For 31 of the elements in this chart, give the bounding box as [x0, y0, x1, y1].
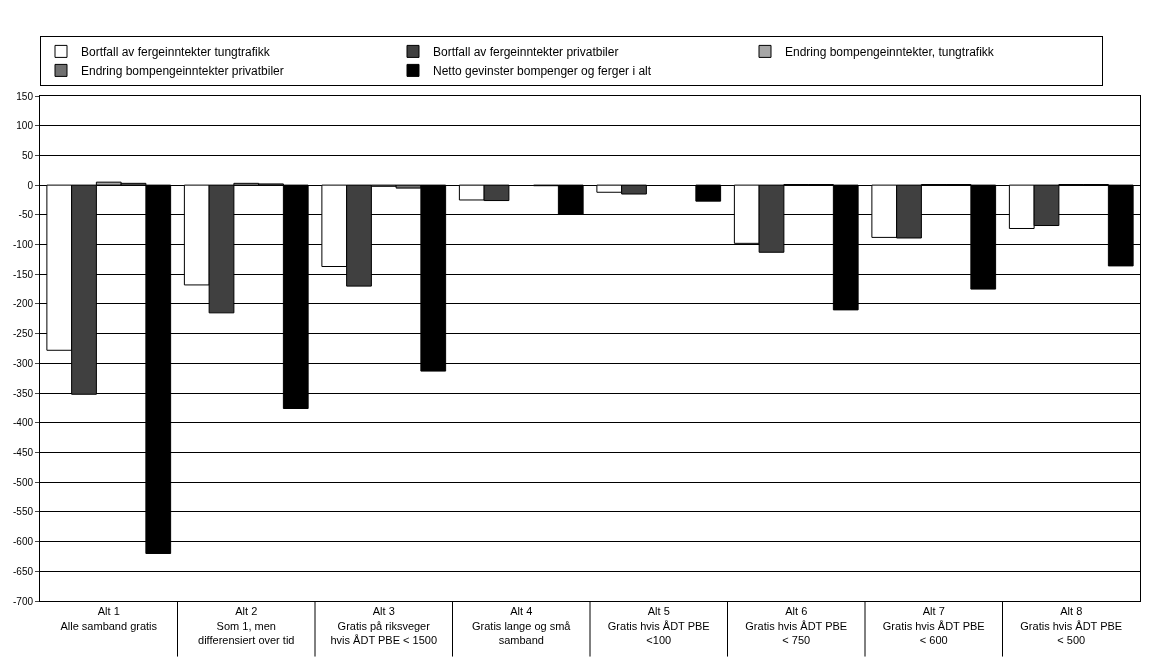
y-tick-label: -550 [12, 506, 34, 518]
y-tick-label: 0 [27, 179, 34, 191]
x-tick-label: Alt 6 Gratis hvis ÅDT PBE < 750 [745, 605, 848, 646]
x-tick-label: Alt 8 Gratis hvis ÅDT PBE < 500 [1020, 605, 1123, 646]
y-tick-label: -300 [12, 357, 34, 369]
x-tick-label: Alt 1 Alle samband gratis [60, 605, 158, 632]
y-tick-label: -600 [12, 536, 34, 548]
y-tick-label: -400 [12, 417, 34, 429]
x-tick-label: Alt 3 Gratis på riksveger hvis ÅDT PBE < 1500 [330, 605, 437, 646]
y-tick-label: 150 [16, 90, 34, 102]
y-tick-label: -200 [12, 298, 34, 310]
y-tick-label: -150 [12, 268, 34, 280]
legend-label: Bortfall av fergeinntekter tungtrafikk [81, 45, 271, 60]
y-tick-label: -650 [12, 565, 34, 577]
y-tick-label: 100 [16, 120, 34, 132]
y-tick-label: -450 [12, 446, 34, 458]
y-tick-label: -50 [18, 209, 34, 221]
x-tick-label: Alt 4 Gratis lange og små samband [472, 605, 572, 646]
x-tick-label: Alt 7 Gratis hvis ÅDT PBE < 600 [882, 605, 985, 646]
y-tick-label: -500 [12, 476, 34, 488]
y-tick-label: -350 [12, 387, 34, 399]
legend-label: Endring bompengeinntekter, tungtrafikk [785, 45, 995, 60]
y-tick-label: -700 [12, 595, 34, 607]
legend-label: Endring bompengeinntekter privatbiler [81, 64, 284, 79]
x-tick-label: Alt 2 Som 1, men differensiert over tid [198, 605, 295, 646]
legend-label: Bortfall av fergeinntekter privatbiler [433, 45, 619, 60]
y-tick-label: 50 [21, 149, 34, 161]
x-tick-label: Alt 5 Gratis hvis ÅDT PBE <100 [607, 605, 710, 646]
y-tick-label: -250 [12, 328, 34, 340]
legend-label: Netto gevinster bompenger og ferger i alt [433, 64, 652, 79]
y-tick-label: -100 [12, 239, 34, 251]
